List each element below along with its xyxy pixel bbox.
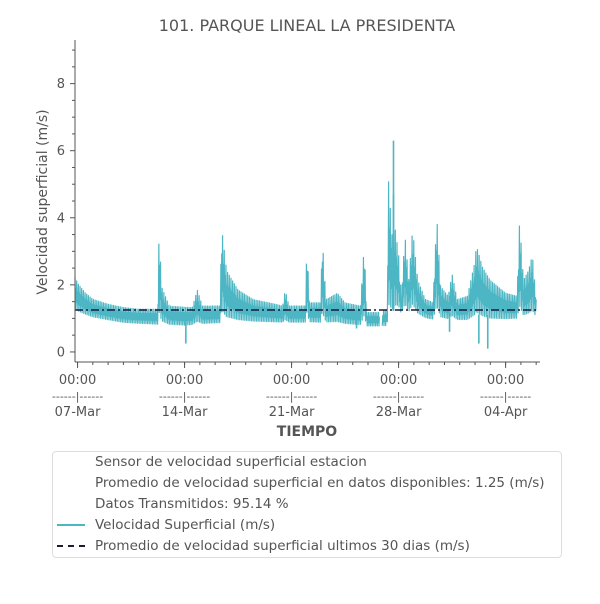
legend-swatch-average: [57, 545, 85, 547]
x-tick-label-time: 00:00: [380, 373, 417, 388]
series-velocity-line: [74, 181, 537, 327]
legend-text-sensor: Sensor de velocidad superficial estacion: [95, 454, 367, 470]
x-tick-label-date: 14-Mar: [162, 405, 208, 420]
x-tick-label-time: 00:00: [487, 373, 524, 388]
x-tick-label-date: 07-Mar: [55, 405, 101, 420]
legend-text-transmitted: Datos Transmitidos: 95.14 %: [95, 496, 289, 512]
legend-label-velocity: Velocidad Superficial (m/s): [95, 517, 276, 533]
chart-title: 101. PARQUE LINEAL LA PRESIDENTA: [159, 16, 456, 35]
x-tick-label-time: 00:00: [59, 373, 96, 388]
x-tick-label-date: 28-Mar: [376, 405, 422, 420]
y-tick-label: 4: [57, 211, 65, 226]
legend-swatch-velocity: [57, 524, 85, 526]
plot-area: [74, 140, 537, 349]
x-tick-label-separator: ------|------: [373, 390, 424, 403]
x-tick-label-separator: ------|------: [480, 390, 531, 403]
legend-text-average: Promedio de velocidad superficial en dat…: [95, 475, 545, 491]
y-tick-label: 0: [57, 345, 65, 360]
x-tick-label-date: 04-Apr: [484, 405, 528, 420]
axes: 0 2 4 6 8 00:00 ------|------ 07-Mar 00:00 ------…: [52, 40, 540, 420]
x-tick-label-separator: ------|------: [52, 390, 103, 403]
y-axis-label: Velocidad superficial (m/s): [35, 109, 51, 294]
x-tick-label-date: 21-Mar: [269, 405, 315, 420]
x-tick-label-time: 00:00: [166, 373, 203, 388]
y-tick-label: 6: [57, 144, 65, 159]
legend-label-average: Promedio de velocidad superficial ultimo…: [95, 538, 470, 554]
x-tick-label-separator: ------|------: [159, 390, 210, 403]
y-tick-label: 8: [57, 77, 65, 92]
x-tick-label-separator: ------|------: [266, 390, 317, 403]
x-axis-label: TIEMPO: [277, 424, 338, 440]
y-tick-label: 2: [57, 278, 65, 293]
legend: Sensor de velocidad superficial estacion…: [52, 451, 562, 558]
x-tick-label-time: 00:00: [273, 373, 310, 388]
